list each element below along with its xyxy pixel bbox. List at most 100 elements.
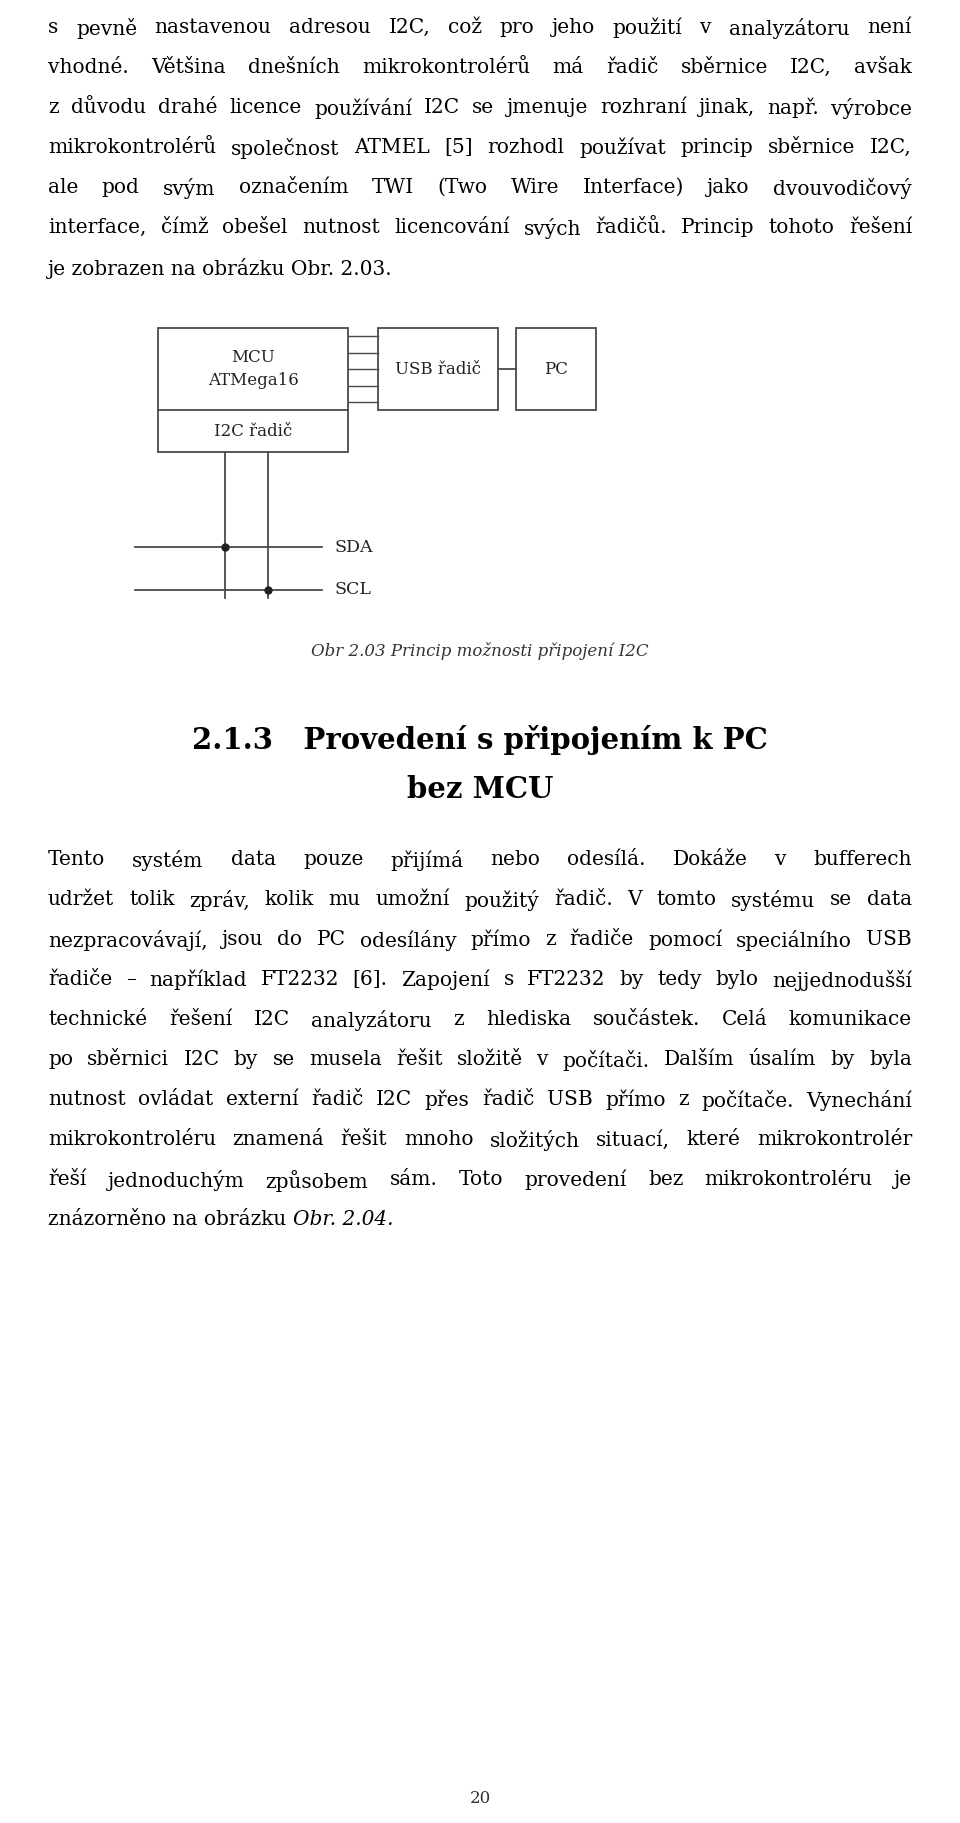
Text: jednoduchým: jednoduchým [108,1170,245,1190]
Text: pouze: pouze [303,850,363,870]
Text: jmenuje: jmenuje [507,98,588,117]
Text: [5]: [5] [444,139,473,157]
Text: řešení: řešení [169,1010,232,1028]
Text: by: by [234,1050,258,1068]
Text: řadič: řadič [482,1090,535,1108]
Text: licence: licence [229,98,301,117]
Text: znamená: znamená [232,1130,324,1148]
Text: rozhraní: rozhraní [600,98,686,117]
Text: s: s [48,18,59,36]
Text: USB řadič: USB řadič [395,361,481,377]
Text: složitě: složitě [457,1050,523,1068]
Text: FT2232: FT2232 [527,970,606,990]
Text: svým: svým [163,179,215,199]
Text: 2.1.3   Provedení s připojením k PC: 2.1.3 Provedení s připojením k PC [192,726,768,755]
Text: řadiče: řadiče [569,930,634,950]
Text: Interface): Interface) [583,179,684,197]
Text: výrobce: výrobce [831,98,912,118]
Text: Zapojení: Zapojení [401,970,490,990]
Text: Vynechání: Vynechání [806,1090,912,1110]
Text: řadič: řadič [311,1090,364,1108]
Text: ovládat: ovládat [138,1090,213,1108]
Text: po: po [48,1050,73,1068]
Text: sám.: sám. [390,1170,438,1189]
Text: nebo: nebo [491,850,540,870]
Text: interface,: interface, [48,219,146,237]
Text: I2C,: I2C, [790,58,832,77]
Text: umožní: umožní [375,890,449,910]
Text: licencování: licencování [394,219,510,237]
Text: speciálního: speciálního [736,930,852,952]
Text: systému: systému [732,890,815,912]
Text: I2C,: I2C, [389,18,430,36]
Text: byla: byla [869,1050,912,1068]
Text: 20: 20 [469,1790,491,1807]
Text: odesílány: odesílány [360,930,456,952]
Text: v: v [537,1050,548,1068]
Text: SCL: SCL [334,582,372,598]
Text: které: které [686,1130,740,1148]
Text: Dalším: Dalším [664,1050,734,1068]
Text: sběrnici: sběrnici [87,1050,169,1068]
Text: nejjednodušší: nejjednodušší [772,970,912,992]
Text: řadič: řadič [606,58,659,77]
Text: má: má [552,58,584,77]
Text: data: data [867,890,912,910]
Text: tohoto: tohoto [769,219,834,237]
Text: bufferech: bufferech [813,850,912,870]
Text: nezpracovávají,: nezpracovávají, [48,930,207,952]
Text: použitý: použitý [465,890,540,912]
Text: (Two: (Two [438,179,488,197]
Text: mikrokontroléru: mikrokontroléru [705,1170,873,1189]
Text: I2C: I2C [253,1010,290,1028]
Text: přímo: přímo [470,930,531,950]
Text: Tento: Tento [48,850,106,870]
Text: ale: ale [48,179,79,197]
Text: situací,: situací, [596,1130,670,1150]
Text: vhodné.: vhodné. [48,58,129,77]
Text: PC: PC [544,361,568,377]
Text: znázorněno na obrázku: znázorněno na obrázku [48,1210,293,1229]
Text: data: data [230,850,276,870]
Text: USB: USB [866,930,912,950]
Text: svých: svých [523,219,581,239]
Text: udržet: udržet [48,890,114,910]
Text: hlediska: hlediska [486,1010,571,1028]
Text: řadič.: řadič. [554,890,612,910]
Text: SDA: SDA [334,538,372,556]
Text: nutnost: nutnost [302,219,380,237]
Bar [378,328,498,410]
Text: kolik: kolik [265,890,314,910]
Text: pevně: pevně [76,18,137,38]
Text: jsou: jsou [222,930,263,950]
Text: mikrokontrolérů: mikrokontrolérů [48,139,216,157]
Text: avšak: avšak [854,58,912,77]
Text: komunikace: komunikace [789,1010,912,1028]
Text: z: z [545,930,556,950]
Text: tolik: tolik [129,890,175,910]
Text: mu: mu [328,890,361,910]
Text: je: je [894,1170,912,1189]
Text: TWI: TWI [372,179,414,197]
Text: bez MCU: bez MCU [407,775,553,804]
Text: společnost: společnost [230,139,339,159]
Text: v: v [700,18,711,36]
Text: Většina: Většina [151,58,226,77]
Text: z: z [678,1090,688,1108]
Text: ATMEL: ATMEL [354,139,430,157]
Text: bez: bez [648,1170,684,1189]
Text: složitých: složitých [490,1130,580,1150]
Text: se: se [273,1050,295,1068]
Text: způsobem: způsobem [266,1170,369,1192]
Text: MCU
ATMega16: MCU ATMega16 [207,350,299,388]
Text: sběrnice: sběrnice [681,58,768,77]
Text: I2C: I2C [183,1050,220,1068]
Text: řadiče: řadiče [48,970,112,990]
Text: do: do [277,930,302,950]
Text: řešit: řešit [341,1130,387,1148]
Text: obešel: obešel [223,219,288,237]
Text: USB: USB [547,1090,592,1108]
Text: analyzátoru: analyzátoru [311,1010,432,1032]
Text: analyzátoru: analyzátoru [730,18,850,38]
Text: se: se [830,890,852,910]
